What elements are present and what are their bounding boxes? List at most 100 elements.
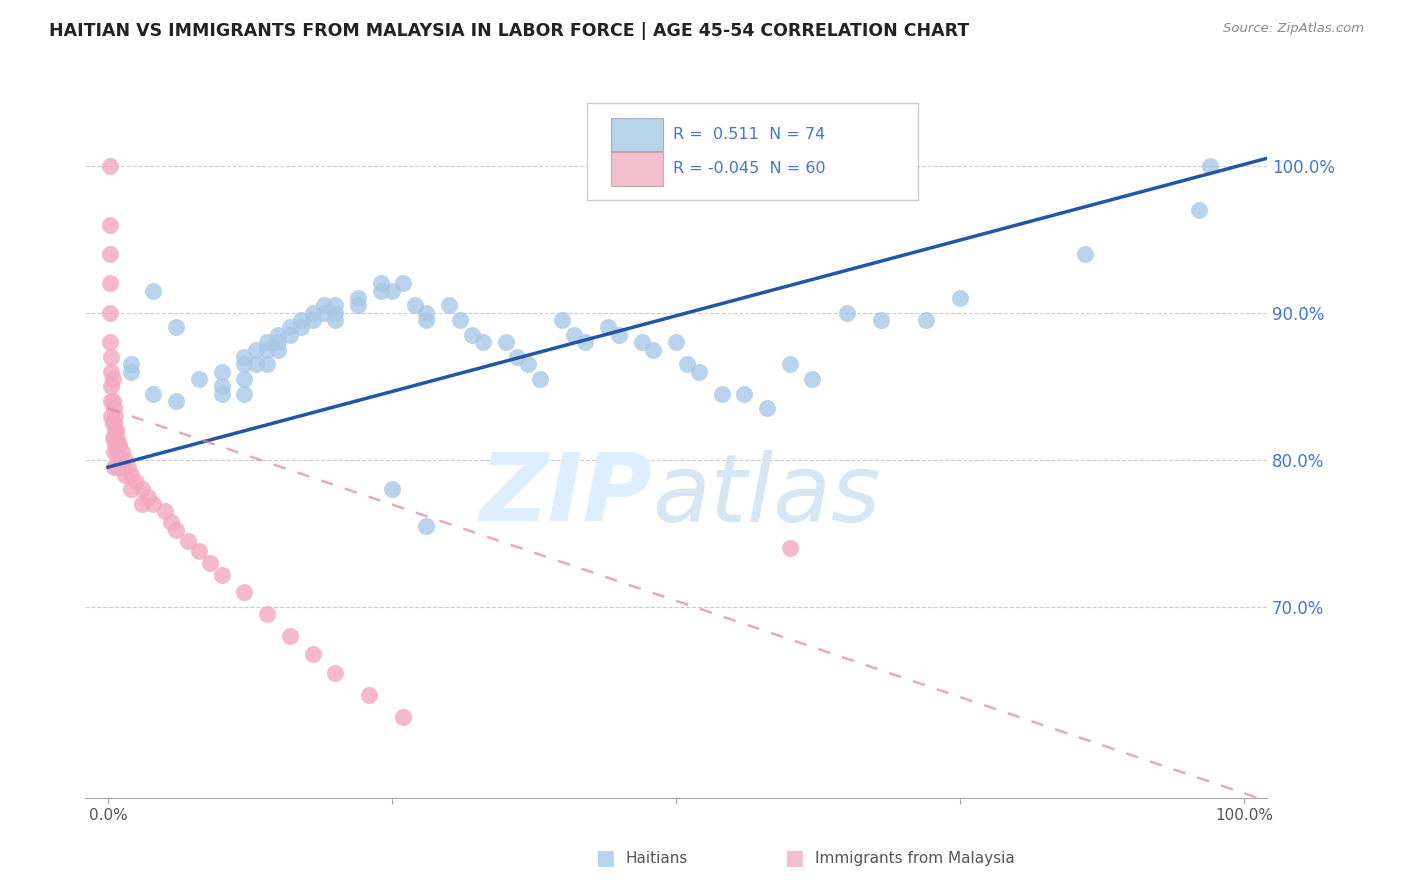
Point (120, 357, 142, 371)
Point (211, 386, 233, 401)
Point (596, 320, 619, 334)
Point (643, 343, 665, 357)
Point (835, 306, 858, 320)
Text: Haitians: Haitians (626, 851, 688, 865)
Text: Immigrants from Malaysia: Immigrants from Malaysia (815, 851, 1015, 865)
Point (136, 490, 159, 504)
Point (278, 327, 301, 342)
Point (562, 327, 585, 342)
Point (98, 159, 121, 173)
Point (801, 372, 824, 386)
Point (869, 313, 891, 327)
Point (779, 541, 801, 555)
Point (733, 386, 755, 401)
Point (131, 497, 153, 511)
Point (676, 357, 699, 371)
Point (551, 313, 574, 327)
Point (153, 504, 176, 518)
Text: HAITIAN VS IMMIGRANTS FROM MALAYSIA IN LABOR FORCE | AGE 45-54 CORRELATION CHART: HAITIAN VS IMMIGRANTS FROM MALAYSIA IN L… (49, 22, 970, 40)
Point (381, 284, 404, 298)
Point (415, 313, 437, 327)
Point (290, 313, 312, 327)
Point (381, 482, 404, 496)
Point (949, 291, 972, 305)
Point (120, 467, 142, 482)
Point (233, 357, 256, 371)
Point (104, 438, 127, 452)
Point (103, 416, 125, 430)
Point (449, 313, 471, 327)
Point (1074, 247, 1097, 261)
Point (415, 519, 437, 533)
Point (301, 647, 323, 661)
Point (108, 452, 131, 467)
Point (165, 320, 187, 334)
Point (233, 350, 256, 364)
Point (347, 291, 370, 305)
Point (529, 372, 551, 386)
Point (211, 567, 233, 582)
Point (103, 445, 125, 459)
Point (607, 327, 630, 342)
Point (392, 277, 415, 291)
Point (323, 313, 346, 327)
Text: atlas: atlas (652, 450, 880, 541)
Point (756, 401, 779, 416)
Text: R =  0.511  N = 74: R = 0.511 N = 74 (672, 127, 825, 142)
Point (312, 298, 335, 312)
Point (98, 277, 121, 291)
Point (323, 306, 346, 320)
Point (392, 710, 415, 724)
Point (111, 445, 134, 459)
Point (915, 313, 938, 327)
Point (101, 416, 124, 430)
Point (267, 327, 290, 342)
Point (101, 372, 124, 386)
Point (101, 431, 124, 445)
Point (100, 350, 122, 364)
Point (1199, 159, 1222, 173)
Point (103, 401, 125, 416)
Point (665, 335, 688, 350)
Point (108, 438, 131, 452)
Point (142, 284, 165, 298)
Text: R = -0.045  N = 60: R = -0.045 N = 60 (672, 161, 825, 177)
Point (100, 394, 122, 409)
Point (779, 357, 801, 371)
Point (301, 306, 323, 320)
Point (98, 247, 121, 261)
Point (125, 475, 148, 489)
Point (200, 556, 222, 570)
Point (117, 460, 139, 475)
Point (104, 438, 127, 452)
Point (176, 533, 198, 548)
Point (98, 306, 121, 320)
FancyBboxPatch shape (612, 153, 664, 186)
Point (631, 335, 654, 350)
Point (233, 585, 256, 599)
Text: ■: ■ (595, 848, 614, 868)
Point (165, 524, 187, 538)
Point (159, 515, 181, 529)
Point (142, 497, 165, 511)
Point (98, 218, 121, 232)
Point (278, 629, 301, 643)
Point (98, 335, 121, 350)
Point (517, 357, 540, 371)
Point (278, 320, 301, 334)
Point (114, 452, 136, 467)
Point (415, 306, 437, 320)
Point (104, 424, 127, 438)
Point (120, 365, 142, 379)
Point (100, 409, 122, 423)
Point (460, 327, 482, 342)
Point (100, 379, 122, 393)
Point (104, 424, 127, 438)
Text: Source: ZipAtlas.com: Source: ZipAtlas.com (1223, 22, 1364, 36)
FancyBboxPatch shape (588, 103, 918, 200)
Point (107, 452, 129, 467)
Point (131, 482, 153, 496)
Point (256, 357, 278, 371)
Point (1188, 202, 1211, 217)
Point (245, 343, 267, 357)
